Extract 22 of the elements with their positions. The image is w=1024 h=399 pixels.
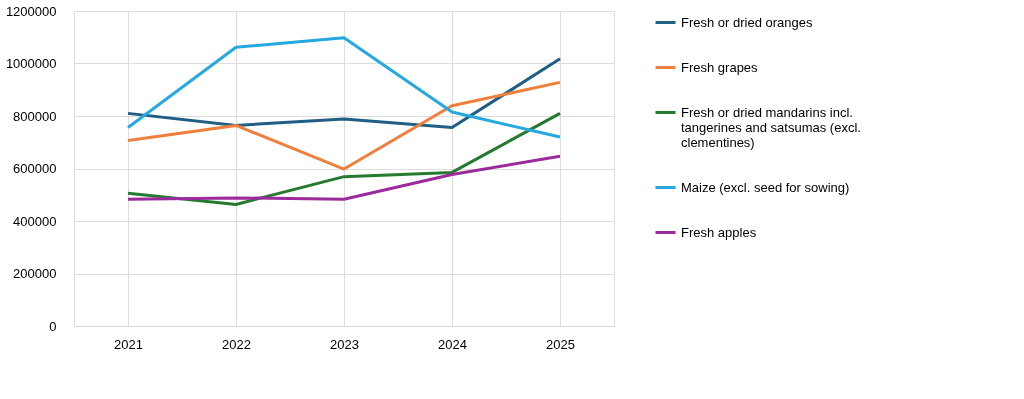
legend-label: Fresh grapes	[681, 59, 759, 75]
y-tick-label: 600000	[13, 161, 57, 176]
line-series	[126, 154, 562, 201]
legend-label: Maize (excl. seed for sowing)	[681, 179, 850, 195]
legend-label: Fresh or dried mandarins incl. tangerines and satsumas (excl. clementines)	[681, 104, 861, 150]
y-tick-label: 0	[49, 318, 57, 334]
x-tick-label: 2022	[222, 336, 251, 352]
x-tick-label: 2023	[330, 336, 359, 352]
y-tick-label: 400000	[13, 213, 57, 229]
x-tick-label: 2021	[114, 336, 143, 352]
line-series	[126, 57, 562, 130]
line-series	[126, 80, 562, 171]
y-tick-label: 800000	[13, 108, 57, 124]
y-tick-label: 1200000	[5, 3, 57, 19]
y-tick-label: 1000000	[5, 56, 57, 71]
legend-label: Fresh or dried oranges	[681, 14, 814, 30]
x-tick-label: 2025	[546, 336, 575, 352]
line-series	[126, 111, 562, 206]
x-tick-label: 2024	[438, 336, 467, 352]
y-tick-label: 200000	[13, 266, 57, 281]
line-series	[126, 36, 562, 139]
legend-label: Fresh apples	[681, 224, 757, 240]
